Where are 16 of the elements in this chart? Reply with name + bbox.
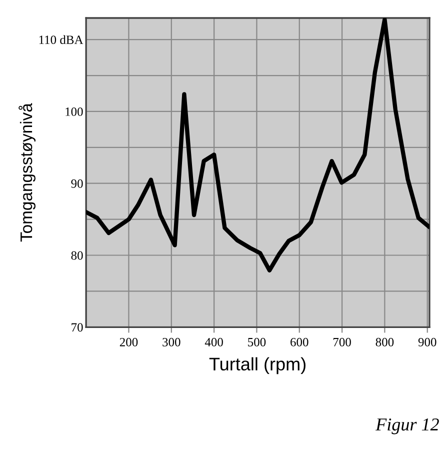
y-tick-label: 110 dBA (39, 35, 84, 44)
x-tick-label: 500 (248, 338, 266, 346)
x-tick-label: 300 (162, 338, 180, 346)
y-tick-label: 80 (71, 251, 83, 260)
x-axis-title: Turtall (rpm) (209, 357, 306, 374)
text: Figur 12 (376, 418, 439, 434)
y-axis-title: Tomgangsstøynivå (18, 103, 36, 242)
x-tick-label: 900 (418, 338, 436, 346)
y-tick-label: 100 (66, 107, 83, 116)
x-tick-label: 600 (290, 338, 308, 346)
x-tick-label: 800 (376, 338, 394, 346)
y-tick-label: 70 (72, 323, 83, 332)
x-tick-label: 700 (333, 338, 351, 346)
y-tick-label: 90 (71, 179, 83, 188)
x-tick-label: 400 (204, 338, 223, 346)
x-tick-label: 200 (120, 338, 138, 346)
